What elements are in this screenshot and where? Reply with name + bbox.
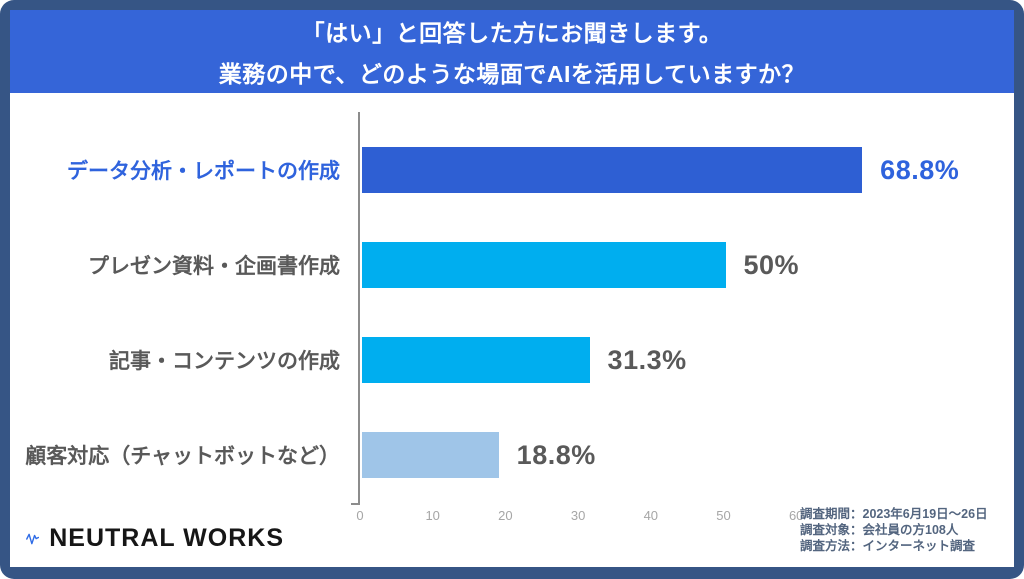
category-label: データ分析・レポートの作成: [67, 160, 340, 183]
bar: [362, 242, 726, 288]
waveform-icon: [26, 533, 40, 544]
x-tick-label: 40: [643, 508, 659, 523]
question-header: 「はい」と回答した方にお聞きします。 業務の中で、どのような場面でAIを活用して…: [10, 10, 1014, 93]
category-label: 記事・コンテンツの作成: [109, 350, 340, 373]
survey-method: 調査方法：インターネット調査: [800, 539, 976, 553]
survey-notes: 調査期間：2023年6月19日～26日 調査対象：会社員の方108人 調査方法：…: [800, 506, 1024, 554]
x-tick-label: 50: [716, 508, 731, 523]
bar: [362, 432, 499, 478]
bar: [362, 337, 590, 383]
logo: NEUTRAL WORKS: [12, 512, 284, 565]
category-label: 顧客対応（チャットボットなど）: [25, 445, 340, 468]
value-label: 68.8%: [880, 154, 960, 185]
y-axis-end-tick: [351, 503, 360, 505]
value-label: 50%: [743, 249, 800, 280]
x-tick-label: 0: [356, 508, 364, 523]
survey-subjects: 調査対象：会社員の方108人: [800, 523, 959, 537]
y-axis-line: [358, 112, 360, 505]
x-tick-label: 20: [498, 508, 513, 523]
bar: [362, 147, 863, 193]
survey-period: 調査期間：2023年6月19日～26日: [800, 507, 988, 521]
x-tick-label: 30: [570, 508, 586, 523]
logo-text: NEUTRAL WORKS: [49, 524, 284, 552]
question-line-1: 「はい」と回答した方にお聞きします。: [301, 20, 723, 46]
category-label: プレゼン資料・企画書作成: [88, 255, 340, 278]
x-tick-label: 60: [788, 508, 804, 523]
value-label: 31.3%: [607, 344, 687, 375]
question-line-2: 業務の中で、どのような場面でAIを活用していますか？: [218, 61, 806, 87]
x-tick-label: 10: [425, 508, 440, 523]
chart-area: データ分析・レポートの作成 68.8% プレゼン資料・企画書作成 50% 記事・コンテン…: [10, 93, 1014, 567]
value-label: 18.8%: [516, 439, 596, 470]
